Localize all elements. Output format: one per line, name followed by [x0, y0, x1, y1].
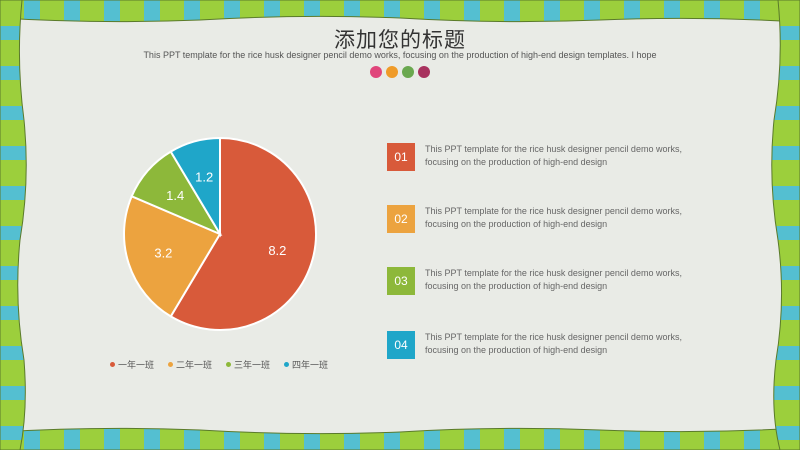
legend-swatch	[226, 362, 232, 367]
legend-label: 二年一班	[176, 361, 213, 371]
legend-label: 四年一班	[292, 361, 329, 371]
dot-4	[418, 66, 430, 78]
item-description: This PPT template for the rice husk desi…	[425, 332, 682, 355]
item-number-badge: 02	[387, 205, 415, 233]
legend-label: 一年一班	[118, 361, 155, 371]
pie-label-3: 1.4	[166, 188, 184, 203]
pie-slice-1	[169, 136, 317, 331]
legend-label: 三年一班	[234, 361, 271, 371]
legend-item-2: 二年一班	[168, 358, 212, 371]
pie-label-1: 8.2	[268, 243, 286, 258]
decorative-dots	[370, 66, 430, 78]
page-title: 添加您的标题	[334, 28, 466, 52]
info-item-1: 01 This PPT template for the rice husk de…	[387, 143, 687, 173]
pie-label-4: 1.2	[195, 170, 213, 185]
info-item-4: 04 This PPT template for the rice husk de…	[387, 331, 687, 361]
legend-item-4: 四年一班	[284, 358, 328, 371]
pie-label-2: 3.2	[154, 245, 172, 260]
item-number-badge: 01	[387, 143, 415, 171]
item-description: This PPT template for the rice husk desi…	[425, 144, 682, 167]
pie-slice-4	[169, 136, 221, 238]
pie-slice-2	[123, 194, 222, 318]
legend-item-1: 一年一班	[110, 358, 154, 371]
legend-swatch	[168, 362, 174, 367]
info-item-2: 02 This PPT template for the rice husk de…	[387, 205, 687, 235]
dot-1	[370, 66, 382, 78]
dot-3	[402, 66, 414, 78]
item-description: This PPT template for the rice husk desi…	[425, 268, 682, 291]
legend-swatch	[110, 362, 115, 367]
legend-item-3: 三年一班	[226, 358, 270, 371]
page-subtitle: This PPT template for the rice husk desi…	[143, 50, 657, 60]
dot-2	[386, 66, 398, 78]
info-item-3: 03 This PPT template for the rice husk de…	[387, 267, 687, 297]
item-number-badge: 03	[387, 267, 415, 295]
legend-swatch	[284, 362, 290, 367]
item-description: This PPT template for the rice husk desi…	[425, 206, 682, 229]
item-number-badge: 04	[387, 331, 415, 359]
chart-legend: 一年一班 二年一班 三年一班 四年一班	[110, 358, 328, 371]
